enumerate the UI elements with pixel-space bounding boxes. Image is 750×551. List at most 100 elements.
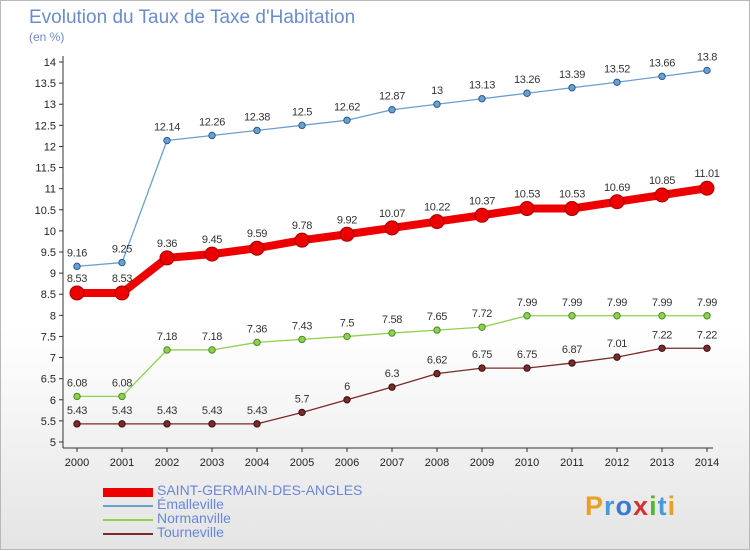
data-label-saint-germain: 8.53 [112, 273, 132, 285]
data-label-saint-germain: 8.53 [67, 273, 87, 285]
legend-swatch [103, 519, 153, 521]
data-point-tourneville [163, 420, 171, 428]
data-point-saint-germain [429, 214, 445, 230]
data-point-tourneville [703, 344, 711, 352]
data-label-tourneville: 5.43 [67, 405, 87, 417]
data-label-emalleville: 13.39 [559, 69, 585, 81]
data-point-tourneville [568, 359, 576, 367]
data-label-emalleville: 12.26 [199, 116, 225, 128]
data-point-tourneville [73, 420, 81, 428]
data-point-saint-germain [114, 285, 130, 301]
data-point-normanville [568, 312, 576, 320]
legend-label: Émalleville [157, 496, 224, 512]
x-tick-label: 2000 [65, 457, 89, 469]
data-point-saint-germain [249, 240, 265, 256]
data-label-tourneville: 5.43 [202, 405, 222, 417]
y-tick-label: 10.5 [35, 205, 56, 217]
data-label-saint-germain: 9.36 [157, 238, 177, 250]
y-tick-label: 12.5 [35, 120, 56, 132]
x-tick-label: 2011 [560, 457, 584, 469]
y-tick-label: 5 [50, 437, 56, 449]
data-label-emalleville: 13.8 [697, 51, 717, 63]
data-point-tourneville [253, 420, 261, 428]
data-point-tourneville [433, 369, 441, 378]
data-point-emalleville [253, 126, 261, 135]
legend-label: Normanville [157, 510, 231, 526]
x-tick-label: 2013 [650, 457, 674, 469]
x-tick-label: 2007 [380, 457, 404, 469]
data-point-tourneville [298, 408, 306, 417]
data-label-emalleville: 9.16 [67, 247, 87, 259]
x-tick-label: 2001 [110, 457, 134, 469]
logo-letter: r [604, 491, 616, 521]
data-label-normanville: 7.58 [382, 314, 402, 326]
y-tick-label: 10 [44, 226, 56, 238]
x-tick-label: 2002 [155, 457, 179, 469]
legend-label: SAINT-GERMAIN-DES-ANGLES [157, 482, 363, 498]
data-point-tourneville [343, 396, 351, 404]
data-label-saint-germain: 11.01 [694, 168, 719, 180]
y-tick-label: 13 [44, 99, 56, 111]
y-tick-label: 5.5 [41, 416, 56, 428]
x-tick-label: 2005 [290, 457, 314, 469]
data-label-normanville: 7.99 [562, 297, 582, 309]
data-label-normanville: 7.99 [697, 297, 717, 309]
data-label-saint-germain: 10.53 [559, 189, 585, 201]
logo-letter: t [657, 491, 668, 521]
data-label-normanville: 6.08 [67, 377, 87, 389]
data-label-tourneville: 6.75 [517, 349, 537, 361]
data-point-normanville [253, 338, 261, 347]
data-point-tourneville [658, 344, 666, 352]
data-label-emalleville: 12.38 [244, 111, 270, 123]
data-point-saint-germain [654, 187, 670, 203]
data-point-normanville [118, 392, 126, 401]
y-tick-label: 9 [50, 268, 56, 280]
data-point-saint-germain [159, 250, 175, 266]
data-label-normanville: 7.65 [427, 311, 447, 323]
data-point-saint-germain [384, 220, 400, 236]
x-tick-label: 2014 [695, 457, 719, 469]
y-tick-label: 11.5 [35, 163, 56, 175]
legend-swatch [103, 505, 153, 507]
data-label-tourneville: 6.87 [562, 344, 582, 356]
data-label-emalleville: 12.5 [292, 106, 312, 118]
data-point-tourneville [208, 420, 216, 428]
data-label-normanville: 7.5 [340, 317, 355, 329]
data-point-emalleville [478, 95, 486, 103]
legend-label: Tourneville [157, 524, 224, 540]
data-point-tourneville [118, 420, 126, 428]
data-label-saint-germain: 9.78 [292, 220, 312, 232]
data-label-tourneville: 7.01 [607, 338, 627, 350]
x-tick-label: 2004 [245, 457, 269, 469]
data-label-normanville: 7.18 [202, 331, 222, 343]
x-tick-label: 2008 [425, 457, 449, 469]
data-label-normanville: 7.18 [157, 331, 177, 343]
y-tick-label: 13.5 [35, 78, 56, 90]
y-tick-label: 7.5 [41, 331, 56, 343]
data-point-normanville [433, 326, 441, 334]
y-tick-label: 9.5 [41, 247, 56, 259]
data-point-normanville [388, 329, 396, 337]
y-tick-label: 6 [50, 395, 56, 407]
y-tick-label: 6.5 [41, 374, 56, 386]
chart-title: Evolution du Taux de Taxe d'Habitation [29, 7, 356, 28]
x-tick-label: 2009 [470, 457, 494, 469]
data-point-saint-germain [339, 226, 355, 242]
data-point-saint-germain [204, 246, 220, 262]
data-point-tourneville [523, 364, 531, 372]
y-tick-label: 8 [50, 310, 56, 322]
chart-unit: (en %) [29, 30, 65, 44]
data-label-tourneville: 6.3 [385, 368, 400, 380]
data-label-tourneville: 7.22 [697, 329, 717, 341]
data-point-saint-germain [294, 232, 310, 248]
y-tick-label: 14 [44, 57, 56, 69]
data-label-saint-germain: 10.85 [649, 175, 675, 187]
data-label-saint-germain: 10.22 [424, 202, 450, 214]
data-point-normanville [703, 312, 711, 320]
data-label-normanville: 7.99 [652, 297, 672, 309]
data-point-saint-germain [609, 194, 625, 210]
data-point-normanville [208, 346, 216, 354]
data-point-normanville [478, 323, 486, 331]
